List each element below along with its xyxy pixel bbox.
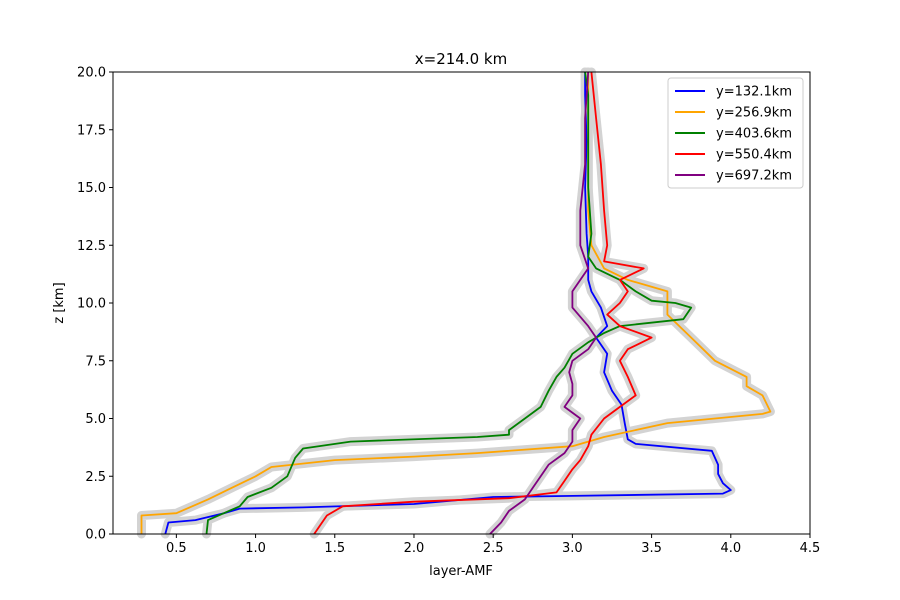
y-tick-label: 7.5: [85, 354, 106, 369]
y-tick-label: 0.0: [85, 528, 106, 543]
series-line-5: [489, 71, 597, 535]
y-tick-label: 15.0: [77, 181, 106, 196]
y-tick-label: 20.0: [77, 66, 106, 81]
series-line-4: [313, 71, 653, 535]
x-tick-label: 4.0: [720, 541, 741, 556]
x-tick-label: 2.0: [404, 541, 425, 556]
legend-label-4: y=550.4km: [716, 148, 792, 163]
y-axis-ticks: 0.0 2.5 5.0 7.5 10.0 12.5 15.0 17.5 20.0: [77, 66, 113, 543]
legend-box: [667, 77, 804, 189]
chart-title: x=214.0 km: [415, 50, 507, 68]
legend-label-1: y=132.1km: [716, 85, 792, 100]
legend-label-5: y=697.2km: [716, 169, 792, 184]
x-axis-ticks: 0.5 1.0 1.5 2.0 2.5 3.0 3.5 4.0 4.5: [166, 534, 820, 556]
legend-label-2: y=256.9km: [716, 106, 792, 121]
y-tick-label: 5.0: [85, 412, 106, 427]
series-line-3: [205, 71, 693, 535]
x-tick-label: 1.0: [245, 541, 266, 556]
x-tick-label: 0.5: [166, 541, 187, 556]
y-tick-label: 2.5: [85, 470, 106, 485]
x-tick-label: 3.0: [562, 541, 583, 556]
x-tick-label: 4.5: [800, 541, 821, 556]
legend-label-3: y=403.6km: [716, 127, 792, 142]
legend-items: y=132.1km y=256.9km y=403.6km y=550.4km y=69…: [675, 85, 792, 184]
y-tick-label: 10.0: [77, 297, 106, 312]
x-axis-label: layer-AMF: [429, 564, 493, 579]
series-line-1: [164, 72, 732, 535]
legend: y=132.1km y=256.9km y=403.6km y=550.4km y=69…: [667, 77, 804, 189]
series-lines: [140, 71, 772, 535]
y-tick-label: 12.5: [77, 239, 106, 254]
x-tick-label: 3.5: [641, 541, 662, 556]
x-tick-label: 1.5: [324, 541, 345, 556]
series-line-2: [140, 72, 772, 534]
y-axis-label: z [km]: [52, 282, 67, 323]
y-tick-label: 17.5: [77, 123, 106, 138]
x-tick-label: 2.5: [483, 541, 504, 556]
